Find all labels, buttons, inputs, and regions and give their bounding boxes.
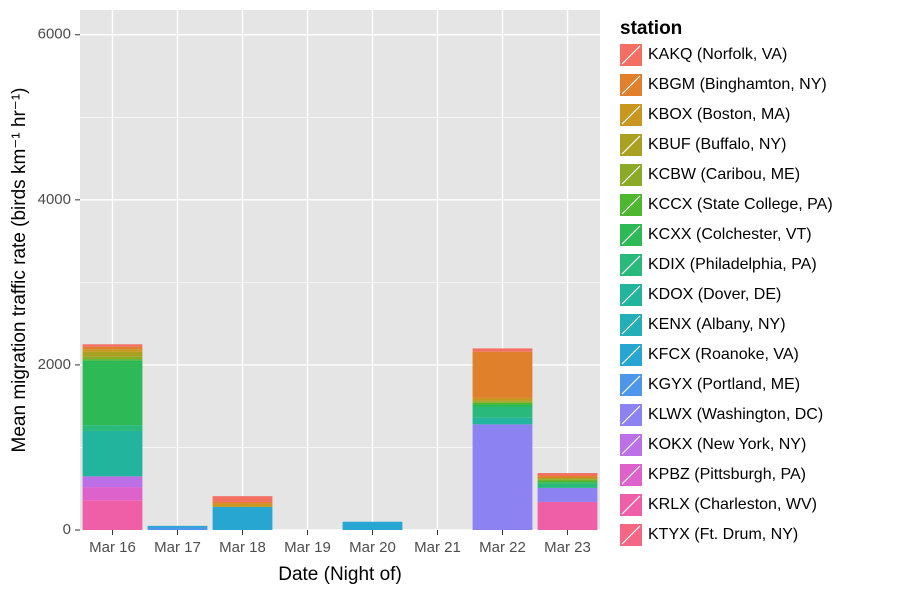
- x-axis-title: Date (Night of): [278, 564, 402, 585]
- legend-label: KLWX (Washington, DC): [648, 406, 823, 423]
- bar-segment: [473, 424, 533, 530]
- legend-label: KBUF (Buffalo, NY): [648, 136, 786, 153]
- bar-segment: [83, 487, 143, 500]
- legend-title: station: [620, 18, 682, 39]
- bar-segment: [148, 528, 208, 530]
- legend-label: KOKX (New York, NY): [648, 436, 806, 453]
- legend-label: KAKQ (Norfolk, VA): [648, 46, 787, 63]
- svg-text:4000: 4000: [38, 191, 71, 208]
- bar-segment: [473, 398, 533, 400]
- bar-segment: [473, 352, 533, 398]
- svg-text:Mar 19: Mar 19: [284, 539, 331, 556]
- bar-segment: [83, 476, 143, 487]
- legend-label: KPBZ (Pittsburgh, PA): [648, 466, 806, 483]
- bar-segment: [148, 526, 208, 528]
- legend-label: KRLX (Charleston, WV): [648, 496, 817, 513]
- legend-item: KLWX (Washington, DC): [620, 404, 823, 426]
- legend-label: KFCX (Roanoke, VA): [648, 346, 799, 363]
- bar-segment: [473, 402, 533, 403]
- legend-item: KDIX (Philadelphia, PA): [620, 254, 817, 276]
- bar-segment: [473, 418, 533, 425]
- svg-text:Mar 21: Mar 21: [414, 539, 461, 556]
- legend-item: KBGM (Binghamton, NY): [620, 74, 827, 96]
- legend-item: KRLX (Charleston, WV): [620, 494, 817, 516]
- legend-item: KPBZ (Pittsburgh, PA): [620, 464, 806, 486]
- bar-segment: [213, 507, 273, 530]
- svg-text:Mar 18: Mar 18: [219, 539, 266, 556]
- bar-segment: [473, 348, 533, 351]
- bar-segment: [473, 400, 533, 401]
- legend-label: KENX (Albany, NY): [648, 316, 786, 333]
- bar-segment: [83, 359, 143, 361]
- svg-text:Mar 16: Mar 16: [89, 539, 136, 556]
- bar-segment: [538, 476, 598, 478]
- bar-segment: [83, 349, 143, 351]
- legend-label: KTYX (Ft. Drum, NY): [648, 526, 798, 543]
- legend-item: KCCX (State College, PA): [620, 194, 833, 216]
- bar-segment: [83, 352, 143, 357]
- svg-text:6000: 6000: [38, 26, 71, 43]
- bar-segment: [83, 431, 143, 476]
- legend-label: KBOX (Boston, MA): [648, 106, 790, 123]
- legend-label: KCBW (Caribou, ME): [648, 166, 800, 183]
- bar-segment: [83, 347, 143, 349]
- bar-segment: [213, 504, 273, 507]
- bar-segment: [213, 502, 273, 504]
- bar-segment: [538, 484, 598, 488]
- y-axis-title: Mean migration traffic rate (birds km⁻¹ …: [9, 88, 30, 453]
- legend-label: KDOX (Dover, DE): [648, 286, 781, 303]
- bar-segment: [343, 522, 403, 530]
- legend-label: KCCX (State College, PA): [648, 196, 833, 213]
- legend-label: KCXX (Colchester, VT): [648, 226, 812, 243]
- svg-text:Mar 20: Mar 20: [349, 539, 396, 556]
- bar-segment: [538, 488, 598, 502]
- legend-item: KCXX (Colchester, VT): [620, 224, 812, 246]
- bar-segment: [83, 500, 143, 530]
- svg-text:2000: 2000: [38, 356, 71, 373]
- legend-label: KGYX (Portland, ME): [648, 376, 800, 393]
- bar-segment: [538, 502, 598, 530]
- bar-segment: [473, 403, 533, 405]
- legend-label: KDIX (Philadelphia, PA): [648, 256, 817, 273]
- bar-segment: [538, 473, 598, 475]
- legend-label: KBGM (Binghamton, NY): [648, 76, 827, 93]
- bar-segment: [473, 407, 533, 418]
- legend-item: KOKX (New York, NY): [620, 434, 806, 456]
- svg-text:Mar 17: Mar 17: [154, 539, 201, 556]
- bar-segment: [83, 361, 143, 425]
- bar-segment: [83, 357, 143, 359]
- bar-segment: [213, 496, 273, 502]
- bar-segment: [83, 425, 143, 431]
- bar-segment: [538, 478, 598, 479]
- bar-segment: [473, 405, 533, 407]
- svg-text:Mar 22: Mar 22: [479, 539, 526, 556]
- bar-segment: [538, 482, 598, 484]
- svg-text:Mar 23: Mar 23: [544, 539, 591, 556]
- bar-segment: [538, 479, 598, 480]
- bar-segment: [83, 344, 143, 346]
- bar-segment: [538, 480, 598, 482]
- svg-text:0: 0: [63, 521, 71, 538]
